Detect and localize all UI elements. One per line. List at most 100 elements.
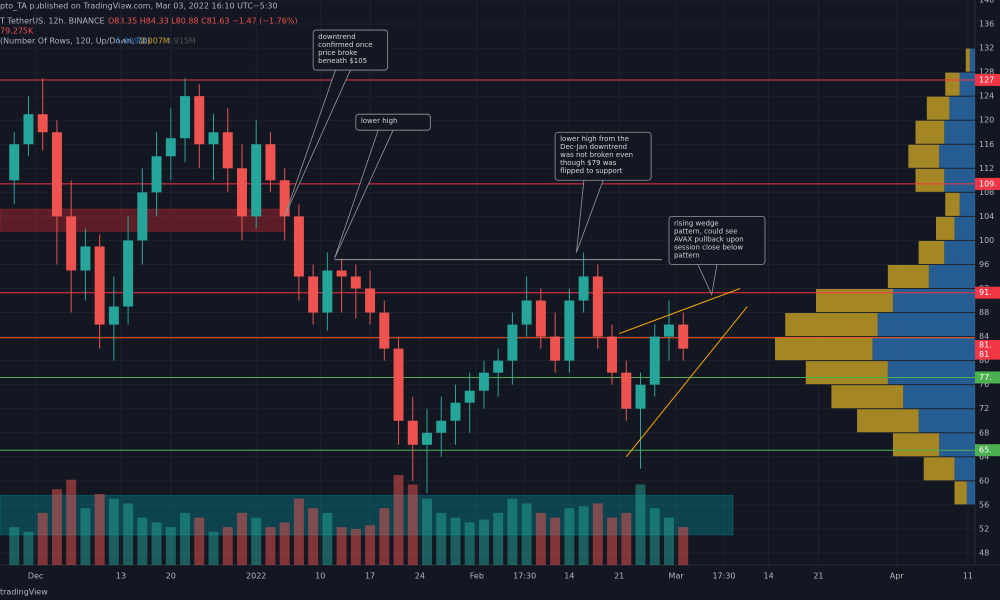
profile-down: [915, 120, 945, 144]
callout-text: rising wedge pattern, could see AVAX pullb…: [674, 219, 744, 259]
candle-body: [422, 432, 432, 445]
level-tag-label: 91.: [979, 288, 992, 297]
candle-body: [279, 180, 290, 217]
y-tick-label: 48: [979, 548, 989, 557]
candle-body: [123, 240, 134, 307]
volume-bar: [521, 503, 532, 565]
candle-body: [137, 192, 148, 241]
candle-body: [663, 324, 674, 337]
callout-pointer: [284, 69, 351, 217]
ohlc: O83.35 H84.33 L80.88 C81.63 −1.47 (−1.76…: [108, 17, 298, 26]
volume-bar: [607, 517, 618, 565]
volume-bar: [165, 527, 176, 565]
profile-down: [805, 361, 888, 385]
profile-down: [887, 264, 929, 289]
candle-body: [208, 132, 219, 145]
x-tick-label: Feb: [470, 572, 484, 581]
profile-down: [892, 433, 940, 457]
profile-down: [936, 216, 955, 240]
footer: tradingView: [0, 588, 48, 597]
price-tag-label: 81.: [979, 341, 992, 350]
profile-up: 1.909M: [116, 37, 146, 46]
candle-body: [80, 246, 91, 271]
y-tick-label: 100: [979, 236, 994, 245]
volume-bar: [308, 508, 319, 565]
candle-body: [535, 300, 546, 337]
level-tag: [975, 444, 1000, 457]
y-tick-label: 104: [979, 212, 994, 221]
profile-down: [857, 409, 919, 433]
candle-body: [9, 144, 20, 181]
volume-bar: [450, 517, 461, 565]
volume-bar: [322, 512, 333, 565]
y-tick-label: 72: [979, 404, 989, 413]
x-tick-label: Apr: [890, 572, 905, 581]
candle-body: [194, 96, 205, 145]
volume-readout: 79.275K: [0, 27, 34, 36]
callout-pointer: [697, 264, 718, 296]
candle-body: [151, 156, 162, 193]
x-tick-label: Mar: [669, 572, 685, 581]
volume-bar: [137, 517, 148, 565]
y-tick-label: 84: [979, 332, 989, 341]
volume-bar: [407, 484, 418, 565]
volume-bar: [478, 519, 489, 565]
callout-box: [554, 131, 652, 181]
level-tag: [975, 286, 1000, 299]
profile-up: [918, 409, 975, 433]
profile-down: [945, 192, 960, 216]
profile-down: 2.007M: [140, 37, 170, 46]
y-tick-label: 88: [979, 308, 989, 317]
candle-body: [322, 270, 333, 313]
y-tick-label: 108: [979, 188, 994, 197]
callout-pointer: [334, 130, 394, 259]
candle-body: [37, 114, 48, 133]
y-tick-label: 68: [979, 428, 989, 437]
candle-body: [393, 348, 404, 421]
volume-bar: [222, 527, 233, 565]
candle-body: [236, 168, 247, 217]
volume-bar: [251, 517, 262, 565]
volume-bar: [37, 512, 48, 565]
profile-up: [939, 433, 975, 457]
y-tick-label: 76: [979, 380, 989, 389]
y-tick-label: 80: [979, 356, 989, 365]
volume-bar: [621, 512, 632, 565]
y-tick-label: 116: [979, 140, 994, 149]
candle-body: [222, 132, 233, 169]
profile-up: [903, 385, 975, 409]
volume-bar: [436, 512, 447, 565]
candle-body: [507, 324, 518, 361]
callout-pointer: [576, 180, 604, 253]
profile-up: [887, 361, 975, 385]
wedge-line: [625, 306, 748, 458]
level-tag-label: 127: [979, 75, 994, 84]
candle-body: [308, 276, 319, 313]
volume-bar: [350, 529, 361, 565]
volume-bar: [379, 508, 390, 565]
x-tick-label: 2022: [246, 572, 266, 581]
volume-bar: [265, 527, 276, 565]
y-tick-label: 124: [979, 92, 994, 101]
x-tick-label: 21: [614, 572, 624, 581]
x-tick-label: 14: [564, 572, 574, 581]
profile-down: [926, 96, 950, 120]
profile-up: [969, 48, 975, 72]
volume-bar: [464, 522, 475, 565]
candle-body: [365, 288, 376, 313]
candle-body: [578, 276, 589, 301]
profile-up: [954, 457, 975, 481]
volume-bar: [578, 506, 589, 565]
x-tick-label: 21: [813, 572, 823, 581]
volume-bar: [51, 489, 62, 565]
candle-body: [379, 312, 390, 349]
wedge-line: [618, 288, 741, 335]
volume-bar: [592, 503, 603, 565]
volume-bar: [336, 527, 347, 565]
candle-body: [478, 372, 489, 391]
x-tick-label: 24: [415, 572, 425, 581]
candle-body: [550, 336, 561, 361]
level-tag-label: 65.: [979, 446, 992, 455]
candle-body: [464, 390, 475, 403]
y-tick-label: 120: [979, 116, 994, 125]
